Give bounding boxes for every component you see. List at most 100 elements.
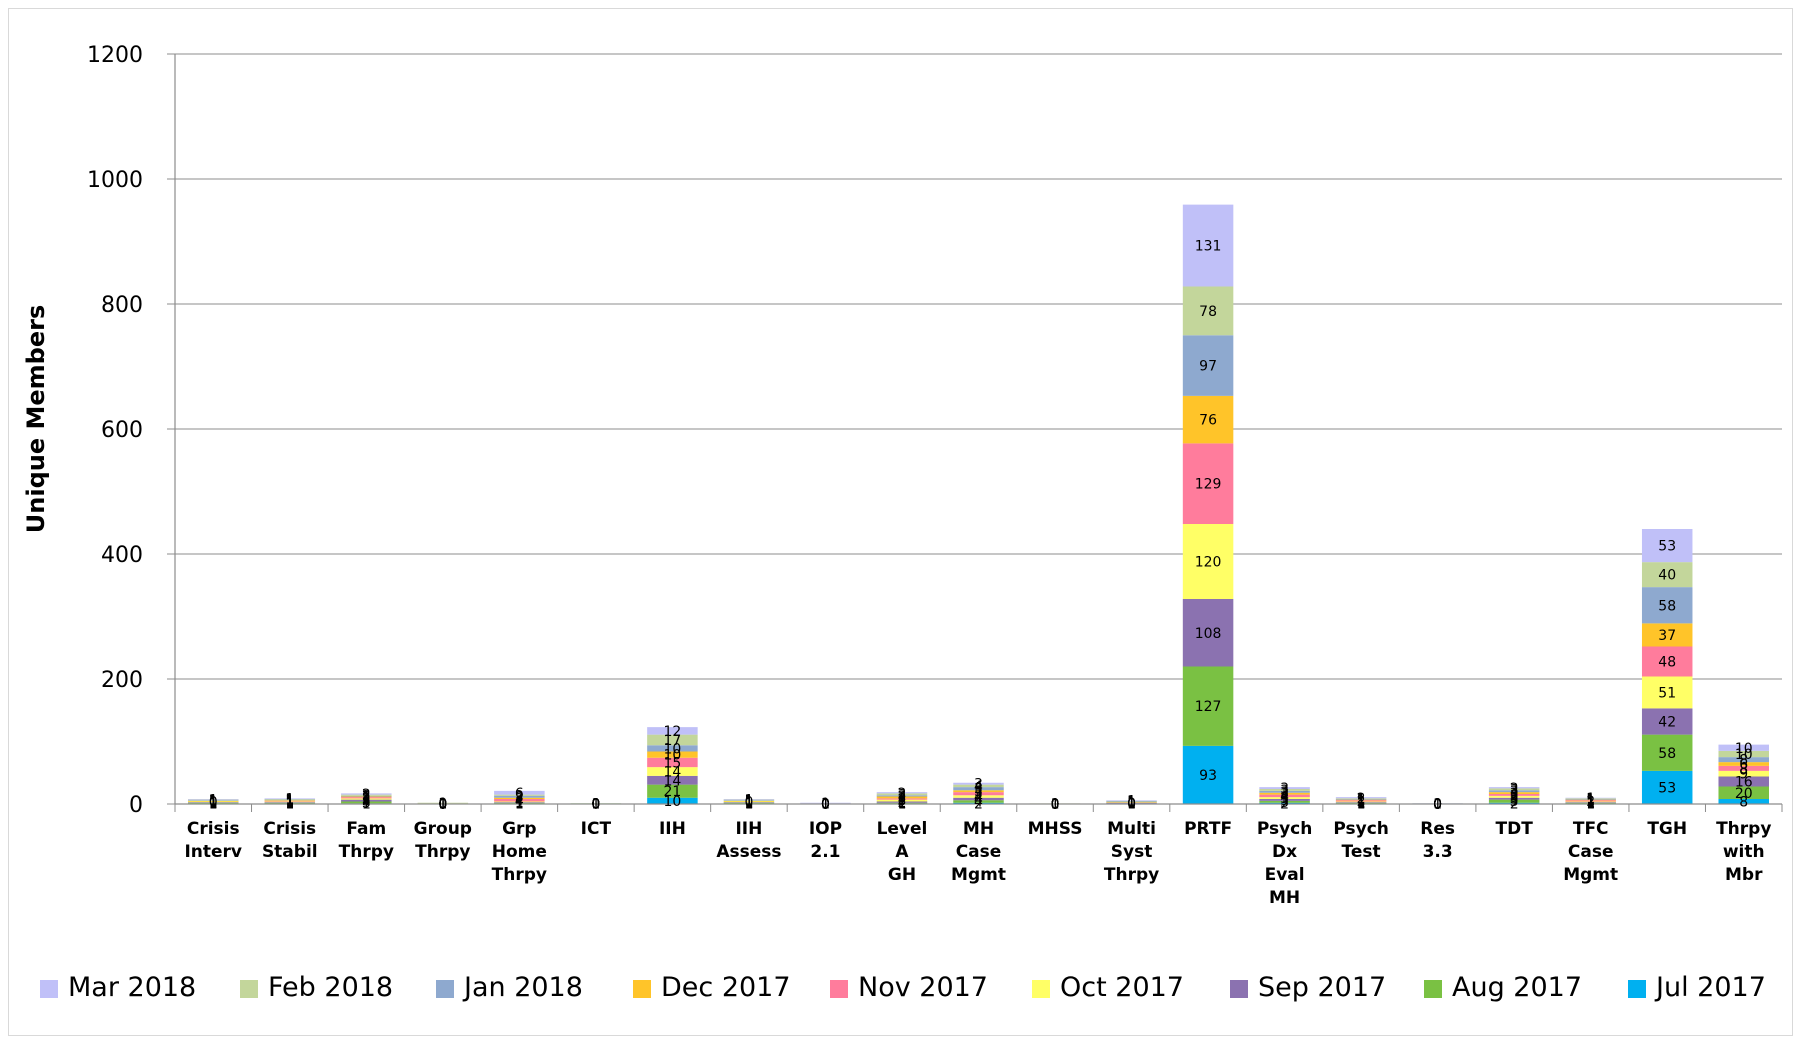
data-label: 42 [1658,715,1676,731]
data-label: 8 [1739,795,1748,811]
data-label: 2 [515,791,524,807]
legend-swatch [1230,980,1248,998]
legend-label: Jul 2017 [1654,972,1766,1003]
bar-segment [1106,802,1157,803]
legend-swatch [436,980,454,998]
x-tick-label: Thrpy with Mbr [1716,819,1771,885]
data-label: 3 [1280,795,1289,811]
data-label: 3 [1510,786,1519,802]
data-label: 0 [1127,796,1136,812]
bar-segment [1565,799,1616,801]
data-label: 2 [362,788,371,804]
data-label: 10 [1735,747,1753,763]
bar-segment [953,787,1004,791]
x-tick-label: Grp Home Thrpy [492,819,547,885]
bar-segment [1565,798,1616,799]
data-label: 0 [1051,797,1060,813]
legend-swatch [1628,980,1646,998]
legend-label: Jan 2018 [462,972,583,1003]
bar-segment [188,800,239,801]
data-label: 1 [515,796,524,812]
bar-segment [264,800,316,801]
data-label: 10 [663,794,681,810]
data-label: 12 [663,724,681,740]
bar-segment [494,795,545,798]
bar-segment [1718,757,1769,763]
data-label: 0 [438,796,447,812]
y-tick-label: 800 [101,293,143,318]
bar-segment [1335,799,1387,800]
bar-segment [1488,790,1540,793]
data-label: 4 [974,795,983,811]
bar-segment [1488,802,1540,804]
x-tick-label: Crisis Stabil [262,819,318,862]
data-label: 0 [1051,797,1060,813]
data-label: 1 [1127,795,1136,811]
bar-segment [1641,770,1693,804]
y-tick-label: 1000 [87,168,143,193]
data-label: 1 [591,797,600,813]
data-label: 2 [1510,796,1519,812]
data-label: 108 [1195,626,1222,642]
bar-segment [1718,770,1769,777]
data-label: 1 [744,797,753,813]
data-label: 1 [821,796,830,812]
legend-label: Mar 2018 [68,972,196,1003]
data-label: 3 [1510,790,1519,806]
data-label: 1 [285,793,294,809]
x-tick-label: IIH [659,819,686,839]
x-tick-label: TFC Case Mgmt [1563,819,1618,885]
bar-segment [1259,802,1310,804]
bar-segment [1488,794,1540,796]
bar-segment [341,793,392,795]
bar-segment [1335,798,1387,799]
bar-segment [1259,800,1310,803]
data-label: 2 [362,792,371,808]
data-label: 2 [898,789,907,805]
data-label: 97 [1199,359,1217,375]
data-label: 1 [362,797,371,813]
data-label: 1 [1051,797,1060,813]
bar-segment [953,795,1004,798]
bar-segment [494,802,545,803]
x-tick-label: IIH Assess [716,819,781,862]
data-label: 0 [438,797,447,813]
data-label: 0 [591,796,600,812]
bar-segment [1182,524,1234,599]
data-label: 0 [591,796,600,812]
bar-segment [723,799,775,800]
data-label: 58 [1658,598,1676,614]
bar-segment [1106,801,1157,803]
data-label: 16 [1735,775,1753,791]
bar-segment [264,801,316,803]
data-label: 127 [1195,699,1222,715]
data-label: 2 [898,795,907,811]
bar-segment [1259,797,1310,799]
bar-segment [647,784,698,798]
bar-segment [1641,623,1693,647]
data-label: 1 [1433,797,1442,813]
bar-segment [188,802,239,804]
data-label: 0 [821,796,830,812]
gridlines [175,53,1782,680]
data-label: 6 [1739,757,1748,773]
data-label: 51 [1658,685,1676,701]
data-label: 1 [362,789,371,805]
data-label: 2 [1357,791,1366,807]
data-label: 0 [591,796,600,812]
bar-segment [1488,788,1540,791]
data-label: 4 [974,792,983,808]
bar-segment [723,802,775,803]
bar-segment [723,801,775,803]
data-label: 1 [285,794,294,810]
bar-segment [341,801,392,804]
bar-segment [188,801,239,803]
data-label: 3 [362,795,371,811]
data-label: 17 [663,733,681,749]
data-label: 1 [1127,797,1136,813]
data-label: 0 [821,796,830,812]
data-label: 2 [1280,796,1289,812]
x-tick-label: Psych Test [1333,819,1389,862]
data-label: 1 [1127,795,1136,811]
data-label: 0 [209,795,218,811]
